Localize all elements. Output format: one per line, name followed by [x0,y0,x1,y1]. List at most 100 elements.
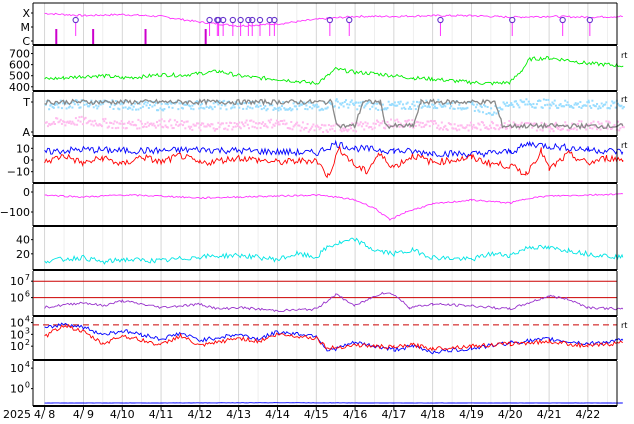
sector-point [130,123,133,126]
sector-point [388,124,391,127]
sector-point [299,129,302,132]
flare-marker [256,16,264,24]
sector-point [173,102,176,105]
sector-point [617,102,619,105]
sector-point [153,104,156,107]
sector-point [137,118,140,121]
y-tick-exponent: 6 [25,290,30,299]
sector-point [216,128,219,131]
sector-point [69,120,72,123]
sector-point [607,120,610,123]
sector-point [53,103,56,106]
sector-point [393,104,396,107]
sector-point [435,107,438,110]
sector-point [211,123,214,126]
sector-point [527,100,530,103]
sector-point [213,129,216,132]
sector-point [550,127,553,130]
sector-point [540,121,543,124]
sector-point [420,106,423,109]
sector-point [209,105,212,108]
sector-point [374,107,377,110]
sector-point [513,100,516,103]
sector-point [380,122,383,125]
sector-point [194,101,197,104]
sector-point [451,102,454,105]
sector-point [113,120,116,123]
sector-point [275,119,278,122]
sector-point [495,124,498,127]
sector-point [289,127,292,130]
sector-point [306,108,309,111]
x-tick-label: 4/15 [304,408,329,421]
sector-point [56,117,59,120]
sector-point [330,125,333,128]
sector-point [618,129,621,132]
sector-point [377,108,380,111]
sector-point [292,102,295,105]
sector-point [187,125,190,128]
y-tick-exponent: 3 [25,326,30,335]
sector-point [211,108,214,111]
series-imf_bz-1 [44,146,624,179]
sector-point [558,125,561,128]
sector-point [552,102,555,105]
sector-point [621,107,624,110]
sector-point [273,124,276,127]
sector-point [238,121,241,124]
sector-point [433,120,436,123]
sector-point [374,122,377,125]
sector-point [396,118,399,121]
sector-point [153,124,156,127]
sector-point [547,126,550,129]
sector-point [528,122,531,125]
sector-point [525,98,528,101]
sector-point [421,122,424,125]
series-dst_index-0 [44,193,624,222]
sector-point [495,112,498,115]
sector-point [313,105,316,108]
sector-point [444,124,447,127]
sector-point [218,99,221,102]
flare-marker [346,16,353,24]
sector-point [334,99,337,102]
sector-point [152,122,155,125]
sector-point [419,121,422,124]
sector-point [260,108,263,111]
sector-point [501,108,504,111]
sector-point [348,124,351,127]
sector-point [436,126,439,129]
sector-point [51,122,54,125]
sector-point [304,126,307,129]
sector-point [608,121,611,124]
sector-point [258,101,261,104]
sector-point [358,104,361,107]
sector-point [384,107,387,110]
sector-point [220,122,223,125]
sector-point [477,109,480,112]
sector-point [566,129,569,132]
sector-point [287,108,290,111]
sector-point [580,107,583,110]
sector-point [77,103,80,106]
sector-point [564,121,567,124]
sector-point [314,104,317,107]
sector-point [343,129,346,132]
sector-point [406,101,409,104]
sector-point [232,104,235,107]
sector-point [538,99,541,102]
flare-marker [245,16,252,24]
sector-point [520,100,523,103]
sector-point [500,108,503,111]
sector-point [432,120,435,123]
sector-point [263,124,266,127]
sector-point [385,124,388,127]
sector-point [587,99,590,102]
sector-point [411,103,414,106]
sector-point [335,98,338,101]
sector-point [324,124,327,127]
sector-point [372,103,375,106]
sector-point [286,108,289,111]
sector-point [250,119,253,122]
sector-point [210,123,213,126]
